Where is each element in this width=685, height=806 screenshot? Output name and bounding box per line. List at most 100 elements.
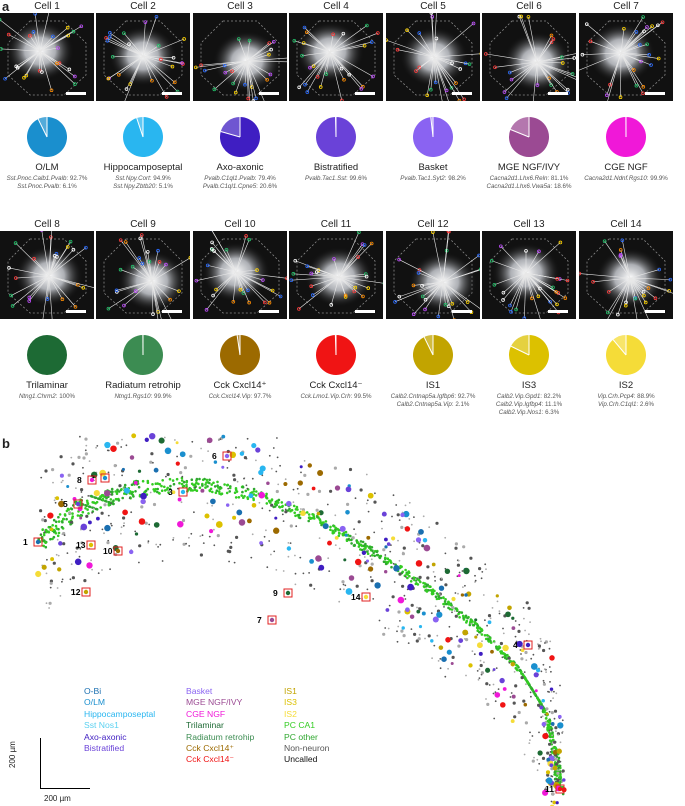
background-cell-dot xyxy=(525,659,528,661)
background-cell-dot xyxy=(518,623,521,626)
background-cell-dot xyxy=(382,548,386,552)
background-cell-dot xyxy=(418,607,422,611)
pc-dot xyxy=(371,549,374,552)
background-cell-dot xyxy=(92,507,95,510)
background-cell-dot xyxy=(193,511,195,514)
subtype-name: Calb2.Cntnap5a.Igfbp6 xyxy=(390,393,455,400)
interneuron-dot xyxy=(541,721,547,727)
interneuron-dot xyxy=(175,441,179,445)
background-cell-dot xyxy=(418,633,421,636)
background-cell-dot xyxy=(463,638,466,640)
marked-cell-dot xyxy=(180,489,186,495)
subtype-name: Calb2.Vip.Nos1 xyxy=(498,409,542,416)
background-cell-dot xyxy=(91,511,93,514)
background-cell-dot xyxy=(485,682,489,686)
background-cell-dot xyxy=(52,561,56,565)
interneuron-dot xyxy=(552,800,557,805)
pc-dot xyxy=(54,532,58,535)
pc-dot xyxy=(141,479,145,483)
background-cell-dot xyxy=(554,757,558,761)
pc-dot xyxy=(225,491,229,495)
background-cell-dot xyxy=(497,688,500,690)
interneuron-dot xyxy=(516,640,523,648)
background-cell-dot xyxy=(523,671,526,673)
background-cell-dot xyxy=(372,598,375,600)
pc-dot xyxy=(389,561,393,564)
scale-bar xyxy=(548,92,568,95)
cell-location-marker xyxy=(86,540,96,550)
background-cell-dot xyxy=(265,529,267,532)
background-cell-dot xyxy=(550,800,553,803)
background-cell-dot xyxy=(89,529,92,532)
interneuron-dot xyxy=(438,645,444,650)
pc-dot xyxy=(54,524,58,528)
background-cell-dot xyxy=(230,541,233,544)
background-cell-dot xyxy=(165,475,167,478)
interneuron-dot xyxy=(247,518,252,524)
background-cell-dot xyxy=(110,502,113,505)
pc-dot xyxy=(208,489,212,493)
interneuron-dot xyxy=(274,516,278,520)
background-cell-dot xyxy=(344,584,347,587)
pc-dot xyxy=(61,520,64,524)
background-cell-dot xyxy=(561,730,564,733)
background-cell-dot xyxy=(75,546,79,550)
composition-pie xyxy=(123,117,163,157)
background-cell-dot xyxy=(268,540,271,542)
pc-dot xyxy=(254,490,258,493)
subtype-name: Ntng1.Rgs10 xyxy=(114,393,151,400)
subtype-composition: Sst.Npy.Cort: 94.9% Sst.Npy.Zbtb20: 5.1% xyxy=(88,175,198,191)
pc-dot xyxy=(357,542,361,545)
background-cell-dot xyxy=(524,629,526,632)
pc-dot xyxy=(180,479,184,482)
cell-title: Cell 6 xyxy=(516,1,542,12)
background-cell-dot xyxy=(544,642,546,644)
pc-dot xyxy=(375,550,379,553)
background-cell-dot xyxy=(287,555,290,558)
background-cell-dot xyxy=(524,721,529,725)
background-cell-dot xyxy=(82,456,86,460)
pc-dot xyxy=(161,479,164,482)
background-cell-dot xyxy=(226,467,229,469)
background-cell-dot xyxy=(61,578,64,581)
pc-dot xyxy=(214,491,218,495)
cell-title: Cell 11 xyxy=(320,219,352,230)
background-cell-dot xyxy=(329,489,333,493)
subtype-line: Ntng1.Rgs10: 99.9% xyxy=(114,393,172,400)
pc-dot xyxy=(154,482,158,485)
background-cell-dot xyxy=(315,508,319,512)
interneuron-dot xyxy=(258,491,266,499)
pc-dot xyxy=(44,545,48,549)
pc-dot xyxy=(94,496,98,500)
background-cell-dot xyxy=(97,572,100,575)
interneuron-dot xyxy=(79,516,83,520)
background-cell-dot xyxy=(138,544,142,548)
background-cell-dot xyxy=(272,447,275,449)
cell-location-marker xyxy=(222,451,232,461)
interneuron-dot xyxy=(507,605,512,611)
cell-type-label: IS2 xyxy=(618,380,634,391)
interneuron-dot xyxy=(391,536,396,541)
subtype-percent: 79.4% xyxy=(258,175,276,182)
pc-dot xyxy=(211,490,214,494)
interneuron-dot xyxy=(57,567,62,572)
subtype-line: Pvalb.Tac1.Syt2: 98.2% xyxy=(400,175,466,182)
background-cell-dot xyxy=(107,471,110,474)
cell-title: Cell 2 xyxy=(130,1,156,12)
subtype-composition: Cacna2d1.Ndnf.Rgs10: 99.9% xyxy=(571,175,681,183)
background-cell-dot xyxy=(458,571,461,574)
scale-bar xyxy=(66,310,86,313)
pc-dot xyxy=(156,487,159,491)
pc-dot xyxy=(52,518,56,522)
background-cell-dot xyxy=(384,554,387,556)
background-cell-dot xyxy=(353,528,355,531)
background-cell-dot xyxy=(313,588,316,590)
interneuron-dot xyxy=(307,463,312,468)
pc-dot xyxy=(65,509,69,513)
pc-dot xyxy=(409,580,413,583)
pc-dot xyxy=(146,487,150,491)
background-cell-dot xyxy=(182,542,186,546)
pc-dot xyxy=(86,508,89,511)
pc-dot xyxy=(241,485,245,489)
interneuron-dot xyxy=(334,485,341,491)
